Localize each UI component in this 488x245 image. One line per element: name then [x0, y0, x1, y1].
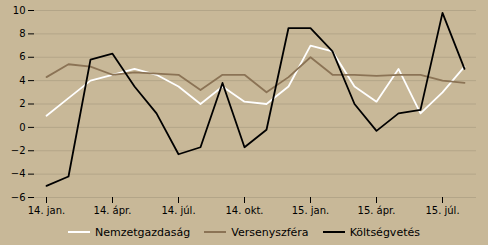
svg-text:4: 4	[19, 75, 25, 86]
svg-text:10: 10	[13, 5, 26, 16]
svg-text:0: 0	[19, 122, 25, 133]
svg-text:6: 6	[19, 51, 25, 62]
html-text:Költségvetés: Költségvetés	[349, 225, 420, 239]
html-text:Versenyszféra: Versenyszféra	[231, 225, 309, 239]
svg-text:14. jan.: 14. jan.	[28, 205, 66, 216]
svg-text:2: 2	[19, 98, 25, 109]
svg-text:15. ápr.: 15. ápr.	[358, 205, 396, 216]
svg-text:15. jan.: 15. jan.	[292, 205, 330, 216]
svg-text:14. ápr.: 14. ápr.	[94, 205, 132, 216]
svg-text:8: 8	[19, 28, 25, 39]
svg-text:14. okt.: 14. okt.	[225, 205, 263, 216]
html-text:Nemzetgazdaság: Nemzetgazdaság	[95, 225, 191, 239]
svg-text:−4: −4	[11, 168, 26, 179]
svg-text:14. júl.: 14. júl.	[161, 205, 195, 216]
svg-text:−2: −2	[11, 145, 26, 156]
svg-text:15. júl.: 15. júl.	[425, 205, 459, 216]
svg-text:−6: −6	[11, 192, 26, 203]
